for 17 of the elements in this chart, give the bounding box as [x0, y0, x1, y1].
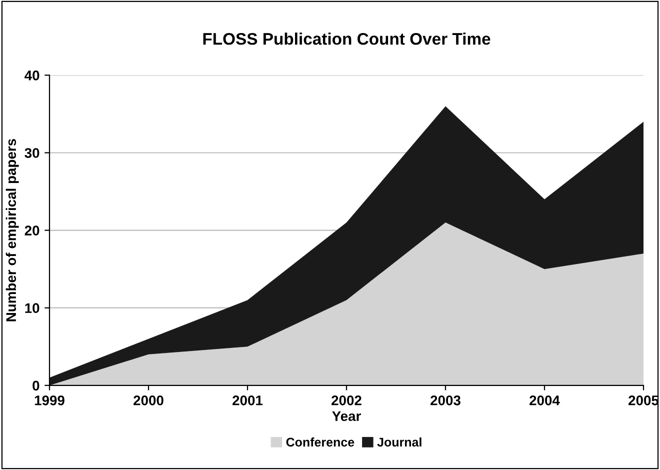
legend-label: Journal: [377, 437, 422, 447]
chart-title: FLOSS Publication Count Over Time: [203, 32, 490, 45]
y-tick-label: 30: [24, 148, 40, 158]
y-tick-label: 20: [24, 226, 40, 236]
x-tick-label: 2005: [628, 395, 659, 406]
y-tick-label: 0: [32, 380, 40, 391]
x-tick-label: 2004: [530, 395, 560, 406]
y-axis-title: Number of empirical papers: [6, 139, 19, 322]
x-tick-label: 1999: [34, 395, 64, 406]
x-axis-title: Year: [332, 411, 361, 422]
x-tick-label: 2000: [134, 395, 164, 406]
x-tick-label: 2003: [430, 395, 460, 406]
x-tick-label: 2001: [232, 395, 263, 406]
legend-label: Conference: [286, 437, 354, 447]
y-tick-label: 10: [25, 303, 40, 314]
y-tick-label: 40: [24, 70, 40, 80]
x-tick-label: 2002: [332, 395, 362, 406]
